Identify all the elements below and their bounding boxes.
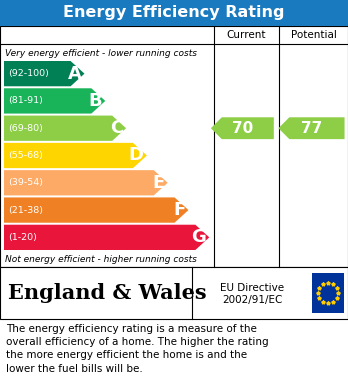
Text: (21-38): (21-38): [8, 206, 43, 215]
Polygon shape: [4, 116, 126, 141]
Bar: [0, 267, 348, 319]
Text: EU Directive: EU Directive: [220, 283, 284, 293]
Text: (69-80): (69-80): [8, 124, 43, 133]
Text: D: D: [129, 147, 144, 165]
Bar: [0, 26, 348, 267]
Text: (55-68): (55-68): [8, 151, 43, 160]
Text: 77: 77: [301, 121, 322, 136]
Text: F: F: [173, 201, 185, 219]
Text: Current: Current: [227, 30, 266, 40]
Polygon shape: [4, 170, 168, 196]
Text: (39-54): (39-54): [8, 178, 43, 187]
Text: G: G: [191, 228, 206, 246]
Polygon shape: [4, 143, 147, 168]
Text: B: B: [89, 92, 102, 110]
Text: 70: 70: [232, 121, 253, 136]
Polygon shape: [4, 197, 189, 223]
Text: (92-100): (92-100): [8, 69, 49, 78]
Text: E: E: [152, 174, 165, 192]
Text: Potential: Potential: [291, 30, 337, 40]
Bar: [0, 0, 348, 26]
Text: Not energy efficient - higher running costs: Not energy efficient - higher running co…: [5, 255, 197, 264]
Text: 2002/91/EC: 2002/91/EC: [222, 295, 282, 305]
Polygon shape: [211, 117, 274, 139]
Text: (1-20): (1-20): [8, 233, 37, 242]
Text: England & Wales: England & Wales: [8, 283, 207, 303]
Text: C: C: [110, 119, 123, 137]
Text: (81-91): (81-91): [8, 97, 43, 106]
Bar: [312, 273, 344, 313]
Polygon shape: [4, 88, 105, 113]
Polygon shape: [278, 117, 345, 139]
Text: Energy Efficiency Rating: Energy Efficiency Rating: [63, 5, 285, 20]
Polygon shape: [4, 61, 85, 86]
Text: Very energy efficient - lower running costs: Very energy efficient - lower running co…: [5, 48, 197, 57]
Text: A: A: [68, 65, 81, 83]
Polygon shape: [4, 225, 209, 250]
Text: The energy efficiency rating is a measure of the
overall efficiency of a home. T: The energy efficiency rating is a measur…: [6, 324, 269, 373]
